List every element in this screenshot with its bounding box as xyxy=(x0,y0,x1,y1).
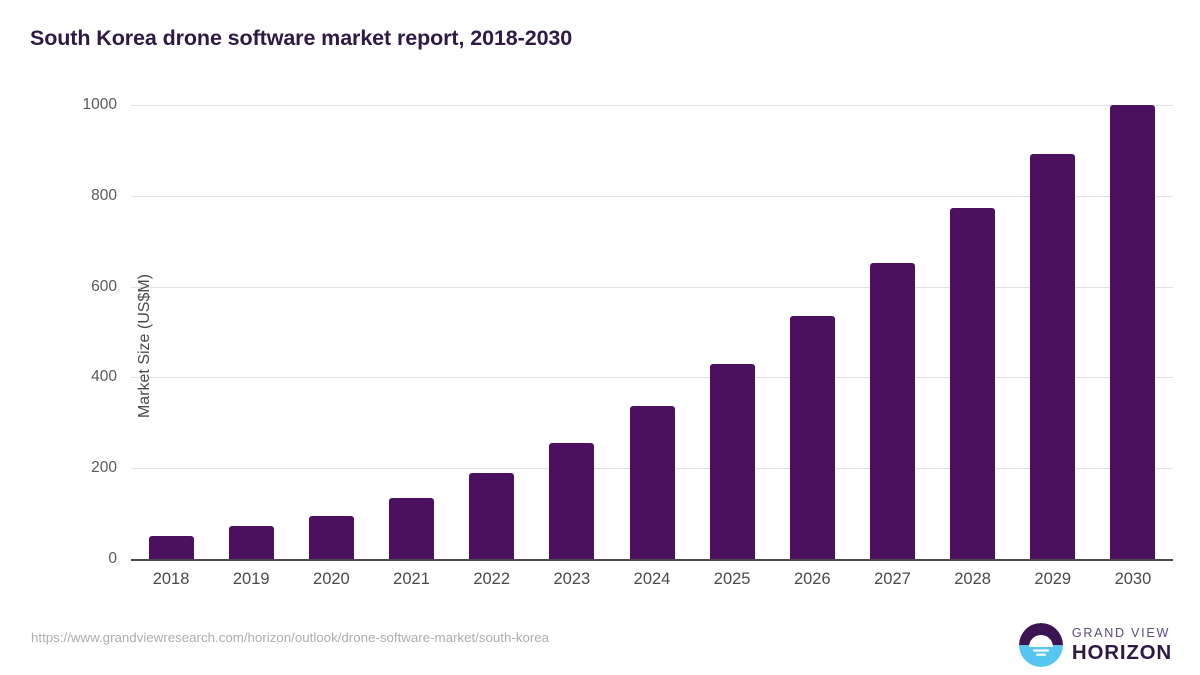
bar[interactable] xyxy=(1110,105,1156,559)
bar[interactable] xyxy=(789,315,835,559)
gridline xyxy=(131,377,1173,379)
x-axis-tick-label: 2030 xyxy=(1114,570,1152,588)
bar[interactable] xyxy=(950,208,996,559)
x-axis-tick-label: 2022 xyxy=(473,570,511,588)
bar[interactable] xyxy=(629,406,675,559)
x-axis-tick-label: 2028 xyxy=(954,570,991,588)
bar[interactable] xyxy=(389,498,435,559)
x-axis-tick-label: 2019 xyxy=(232,570,270,588)
gridline xyxy=(131,286,1173,288)
x-axis-tick-label: 2027 xyxy=(874,570,911,588)
bar-series xyxy=(131,105,1173,559)
bar[interactable] xyxy=(148,536,194,559)
y-axis-tick-label: 800 xyxy=(91,186,117,204)
bar[interactable] xyxy=(709,364,755,559)
x-axis-tick-label: 2023 xyxy=(553,570,591,588)
x-axis-tick-label: 2026 xyxy=(793,570,831,588)
x-axis-tick-label: 2024 xyxy=(633,570,671,588)
brand-line-horizon: HORIZON xyxy=(1071,640,1172,664)
bar[interactable] xyxy=(1030,154,1076,559)
x-axis-tick-label: 2018 xyxy=(152,570,190,588)
x-axis-tick-label: 2029 xyxy=(1034,570,1072,588)
x-axis-tick-label: 2025 xyxy=(713,570,751,588)
bar[interactable] xyxy=(469,473,515,559)
bar[interactable] xyxy=(549,443,595,559)
brand-wordmark: GRAND VIEW HORIZON xyxy=(1072,627,1172,663)
x-axis-tick-label: 2020 xyxy=(313,570,350,588)
y-axis-tick-label: 600 xyxy=(91,277,117,295)
gridline xyxy=(131,195,1173,197)
source-url[interactable]: https://www.grandviewresearch.com/horizo… xyxy=(31,630,550,645)
brand-line-grand-view: GRAND VIEW xyxy=(1071,625,1171,640)
bar[interactable] xyxy=(308,515,354,559)
x-axis-tick-label: 2021 xyxy=(393,570,430,588)
y-axis-tick-label: 400 xyxy=(91,368,117,386)
x-axis-line xyxy=(131,559,1173,561)
page-title: South Korea drone software market report… xyxy=(30,26,573,50)
brand-logo: GRAND VIEW HORIZON xyxy=(1018,622,1172,668)
bar[interactable] xyxy=(228,525,274,559)
bar[interactable] xyxy=(869,262,915,559)
y-axis-tick-label: 200 xyxy=(91,459,117,477)
y-axis-tick-label: 1000 xyxy=(82,96,117,113)
grand-view-horizon-logo-icon xyxy=(1018,623,1063,667)
y-axis-tick-label: 0 xyxy=(108,550,117,567)
gridline xyxy=(131,105,1173,106)
